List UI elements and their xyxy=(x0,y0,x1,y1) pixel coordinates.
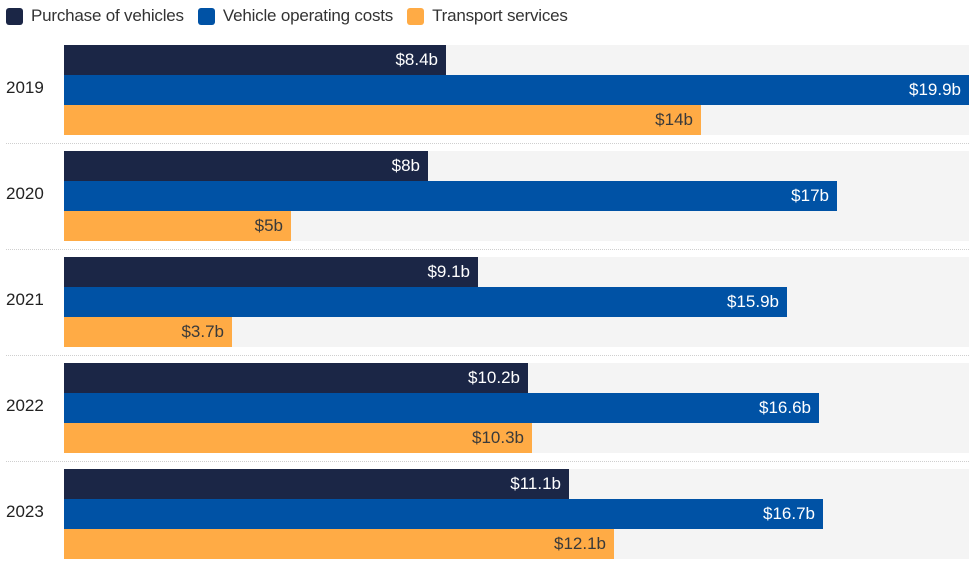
bar[interactable] xyxy=(64,393,819,423)
legend-item[interactable]: Transport services xyxy=(407,6,568,26)
legend-label: Purchase of vehicles xyxy=(31,6,184,25)
bar[interactable] xyxy=(64,529,614,559)
group-separator xyxy=(6,249,969,250)
bar[interactable] xyxy=(64,499,823,529)
legend-swatch xyxy=(197,7,215,25)
data-label: $17b xyxy=(791,186,829,205)
category-label: 2020 xyxy=(6,184,44,203)
data-label: $3.7b xyxy=(181,322,224,341)
legend-item[interactable]: Purchase of vehicles xyxy=(6,6,184,26)
bar[interactable] xyxy=(64,469,569,499)
data-label: $8b xyxy=(391,156,420,175)
category-label: 2023 xyxy=(6,502,44,521)
data-label: $8.4b xyxy=(395,50,438,69)
category-label: 2021 xyxy=(6,290,44,309)
data-label: $9.1b xyxy=(427,262,470,281)
bar[interactable] xyxy=(64,287,787,317)
category-label: 2022 xyxy=(6,396,44,415)
data-label: $16.6b xyxy=(759,398,811,417)
data-label: $12.1b xyxy=(554,534,606,553)
legend-label: Vehicle operating costs xyxy=(222,6,394,25)
data-label: $10.3b xyxy=(472,428,524,447)
legend-swatch xyxy=(6,7,23,25)
legend-label: Transport services xyxy=(432,6,568,25)
bar[interactable] xyxy=(64,105,701,135)
bar[interactable] xyxy=(64,75,969,105)
chart-legend: Purchase of vehicles Vehicle operating co… xyxy=(6,4,582,28)
data-label: $16.7b xyxy=(763,504,815,523)
data-label: $11.1b xyxy=(510,474,561,493)
group-separator xyxy=(6,355,969,356)
bar[interactable] xyxy=(64,423,532,453)
data-label: $15.9b xyxy=(727,292,779,311)
data-label: $14b xyxy=(655,110,693,129)
bar[interactable] xyxy=(64,211,291,241)
bar[interactable] xyxy=(64,45,446,75)
group-separator xyxy=(6,143,969,144)
bar[interactable] xyxy=(64,181,837,211)
category-label: 2019 xyxy=(6,78,44,97)
data-label: $5b xyxy=(254,216,283,235)
bar[interactable] xyxy=(64,363,528,393)
bar[interactable] xyxy=(64,151,428,181)
data-label: $19.9b xyxy=(909,80,961,99)
legend-swatch xyxy=(407,7,425,25)
bar[interactable] xyxy=(64,317,232,347)
group-separator xyxy=(6,461,969,462)
data-label: $10.2b xyxy=(468,368,520,387)
bar[interactable] xyxy=(64,257,478,287)
legend-item[interactable]: Vehicle operating costs xyxy=(197,6,394,26)
